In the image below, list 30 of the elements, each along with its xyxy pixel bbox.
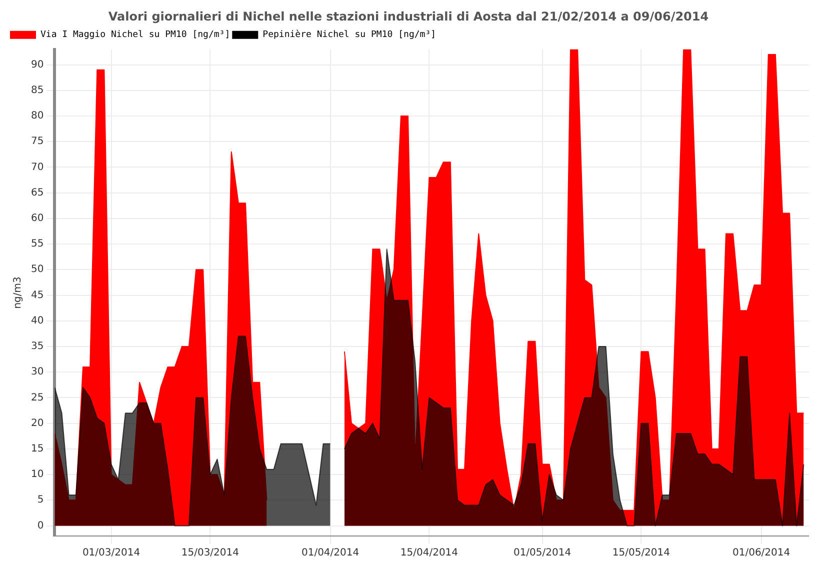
x-tick-label: 15/04/2014: [400, 548, 458, 559]
legend-label: Pepinière Nichel su PM10 [ng/m³]: [262, 29, 436, 40]
y-tick-label: 90: [30, 59, 44, 70]
x-tick-label: 15/05/2014: [612, 548, 670, 559]
y-tick-label: 15: [30, 444, 44, 455]
y-tick-label: 85: [30, 84, 44, 96]
y-tick-label: 30: [30, 366, 44, 378]
y-tick-label: 35: [30, 341, 44, 352]
y-tick-label: 45: [30, 290, 44, 301]
y-tick-label: 50: [30, 264, 44, 276]
x-tick-label: 15/03/2014: [181, 548, 239, 559]
y-tick-label: 40: [30, 315, 44, 326]
y-tick-label: 5: [37, 494, 44, 506]
y-tick-label: 70: [30, 162, 44, 173]
y-tick-label: 80: [30, 110, 44, 122]
y-tick-label: 55: [30, 238, 44, 250]
y-tick-label: 60: [30, 213, 44, 224]
y-tick-label: 0: [37, 520, 44, 532]
y-axis-title: ng/m3: [12, 276, 24, 309]
chart-title: Valori giornalieri di Nichel nelle stazioni industriali di Aosta dal 21/02/2014 a 09/06/2014: [108, 9, 709, 24]
y-tick-label: 65: [30, 187, 44, 198]
x-tick-label: 01/06/2014: [732, 548, 790, 559]
y-tick-label: 20: [30, 418, 44, 429]
x-tick-label: 01/03/2014: [82, 548, 140, 559]
legend-label: Via I Maggio Nichel su PM10 [ng/m³]: [40, 30, 230, 40]
x-tick-label: 01/05/2014: [513, 548, 572, 559]
y-tick-label: 25: [30, 392, 44, 404]
y-tick-label: 10: [30, 469, 44, 480]
x-tick-label: 01/04/2014: [301, 548, 360, 559]
y-tick-label: 75: [30, 136, 44, 148]
